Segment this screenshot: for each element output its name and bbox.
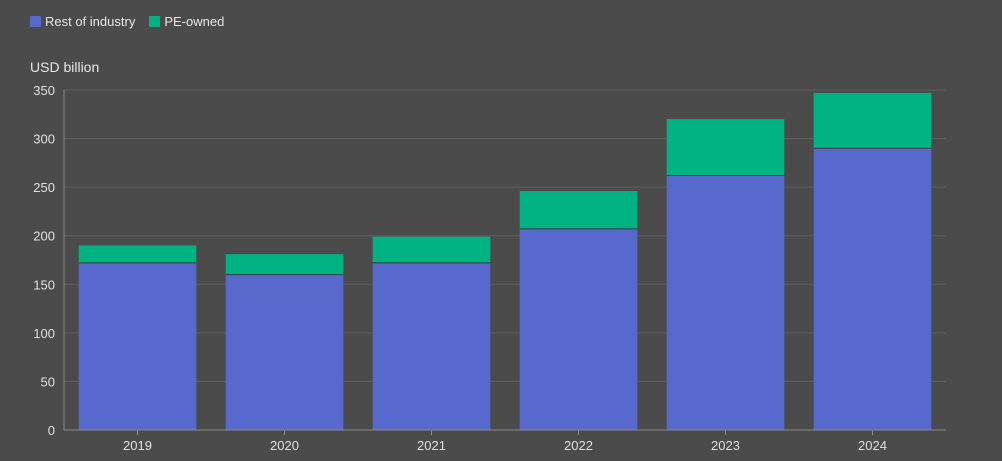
bar-pe-owned-2020	[225, 254, 344, 275]
y-tick-label-100: 100	[33, 326, 55, 341]
bar-rest-of-industry-2022	[519, 228, 638, 430]
bar-rest-of-industry-2024	[813, 148, 932, 431]
bar-pe-owned-2019	[78, 245, 197, 263]
y-tick-label-350: 350	[33, 83, 55, 98]
bar-rest-of-industry-2019	[78, 262, 197, 430]
x-tick-label-2022: 2022	[564, 438, 593, 453]
y-tick-label-0: 0	[48, 423, 55, 438]
bar-rest-of-industry-2021	[372, 262, 491, 430]
legend-swatch-pe-owned	[149, 16, 161, 27]
y-tick-label-200: 200	[33, 229, 55, 244]
bar-pe-owned-2021	[372, 236, 491, 263]
x-tick-label-2023: 2023	[711, 438, 740, 453]
bar-pe-owned-2023	[666, 119, 785, 176]
legend-item-pe-owned: PE-owned	[149, 14, 224, 29]
legend-label-pe-owned: PE-owned	[164, 14, 225, 29]
bar-rest-of-industry-2023	[666, 175, 785, 430]
bar-pe-owned-2022	[519, 191, 638, 229]
legend-swatch-rest-of-industry	[30, 16, 41, 27]
bar-pe-owned-2024	[813, 92, 932, 149]
y-tick-label-150: 150	[33, 277, 55, 292]
x-tick-label-2021: 2021	[417, 438, 446, 453]
y-axis-unit-label: USD billion	[30, 59, 100, 75]
x-tick-label-2019: 2019	[123, 438, 152, 453]
y-tick-label-250: 250	[33, 180, 55, 195]
bar-rest-of-industry-2020	[225, 274, 344, 430]
x-tick-label-2020: 2020	[270, 438, 299, 453]
x-tick-label-2024: 2024	[858, 438, 887, 453]
y-tick-label-50: 50	[41, 374, 55, 389]
legend: Rest of industry PE-owned	[30, 14, 224, 29]
legend-item-rest-of-industry: Rest of industry	[30, 14, 135, 29]
y-tick-label-300: 300	[33, 132, 55, 147]
legend-label-rest-of-industry: Rest of industry	[45, 14, 136, 29]
